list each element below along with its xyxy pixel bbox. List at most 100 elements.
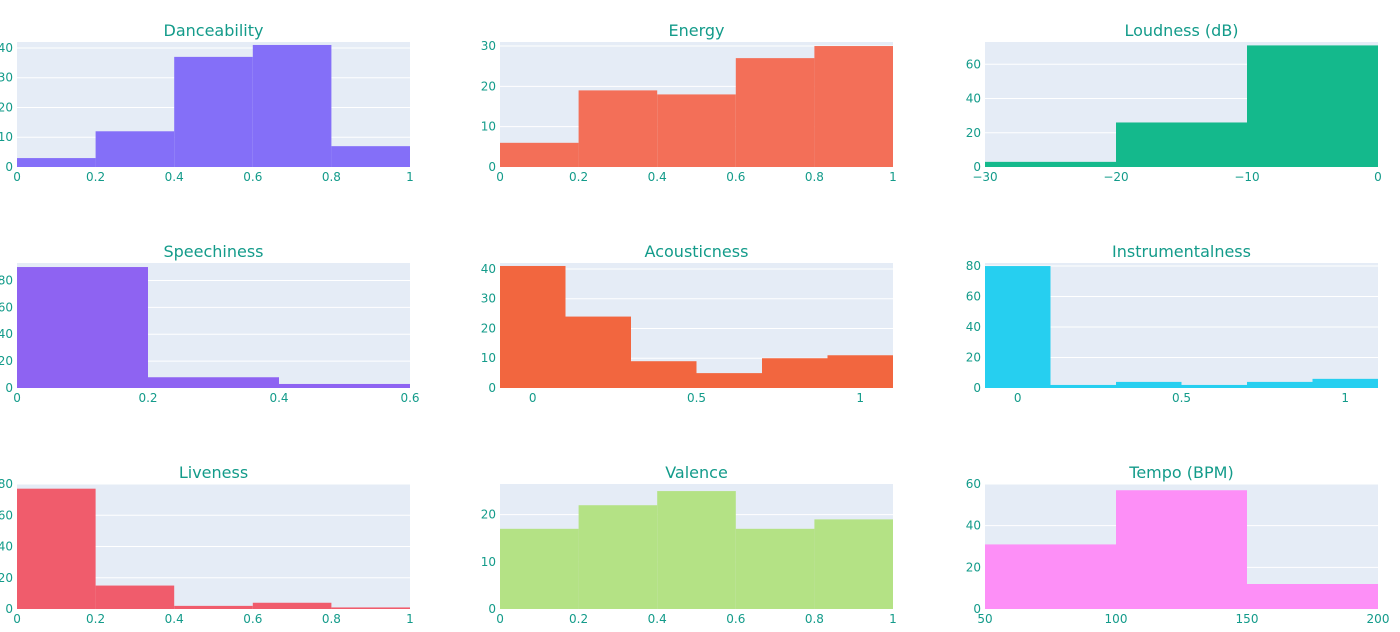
- x-tick-label: 0: [13, 170, 21, 184]
- x-tick-label: 0.8: [805, 170, 824, 184]
- y-tick-label: 60: [0, 508, 13, 522]
- histogram-bar: [174, 605, 253, 609]
- y-tick-label: 30: [481, 292, 496, 306]
- x-tick-label: 0.2: [86, 170, 105, 184]
- x-tick-label: 1: [856, 391, 864, 405]
- y-tick-label: 10: [0, 130, 13, 144]
- histogram-bar: [331, 607, 410, 609]
- y-tick-label: 40: [966, 320, 981, 334]
- x-tick-label: 0.4: [269, 391, 288, 405]
- y-tick-label: 20: [481, 321, 496, 335]
- chart-title: Instrumentalness: [1112, 242, 1251, 261]
- histogram-bar: [657, 94, 736, 167]
- y-tick-label: 40: [966, 92, 981, 106]
- chart-title: Valence: [665, 463, 728, 482]
- histogram-valence: Valence 0 10 20 0 0.2 0.4 0.6 0.8 1: [481, 463, 897, 626]
- x-tick-label: 0: [529, 391, 537, 405]
- histogram-bar: [252, 44, 332, 167]
- x-tick-label: 0: [496, 170, 504, 184]
- x-tick-label: 0: [13, 612, 21, 626]
- y-tick-label: 40: [966, 519, 981, 533]
- y-tick-label: 30: [481, 39, 496, 53]
- x-tick-label: 0.5: [1172, 391, 1191, 405]
- histogram-bar: [95, 585, 175, 609]
- histogram-danceability: Danceability 0 10 20 30 40 0 0.2 0.4 0.6 0.8 1: [0, 21, 414, 184]
- histogram-loudness-db: Loudness (dB) 0 20 40 60 −30 −20 −10 0: [966, 21, 1382, 184]
- y-tick-label: 80: [966, 259, 981, 273]
- histogram-bar: [148, 377, 279, 388]
- y-tick-label: 10: [481, 351, 496, 365]
- histogram-tempo-bpm: Tempo (BPM) 0 20 40 60 50 100 150 200: [966, 463, 1390, 626]
- histogram-bar: [827, 355, 893, 388]
- x-tick-label: 0: [1374, 170, 1382, 184]
- histogram-bar: [696, 373, 762, 388]
- x-tick-label: −10: [1234, 170, 1259, 184]
- x-tick-label: 0.6: [400, 391, 419, 405]
- histogram-bar: [565, 316, 631, 388]
- x-tick-label: 100: [1105, 612, 1128, 626]
- histogram-bar: [500, 265, 566, 388]
- histogram-liveness: Liveness 0 20 40 60 80 0 0.2 0.4 0.6 0.8 1: [0, 463, 414, 626]
- y-tick-label: 80: [0, 273, 13, 287]
- histogram-bar: [1181, 384, 1247, 388]
- y-tick-label: 40: [0, 41, 13, 55]
- x-tick-label: 0: [496, 612, 504, 626]
- y-tick-label: 0: [488, 602, 496, 616]
- y-tick-label: 0: [488, 160, 496, 174]
- chart-title: Acousticness: [645, 242, 749, 261]
- x-tick-label: 0: [1014, 391, 1022, 405]
- histogram-bar: [814, 519, 893, 609]
- x-tick-label: 1: [889, 170, 897, 184]
- histogram-bar: [500, 142, 579, 167]
- histogram-acousticness: Acousticness 0 10 20 30 40 0 0.5 1: [481, 242, 893, 405]
- chart-title: Danceability: [164, 21, 264, 40]
- x-tick-label: 0.8: [322, 612, 341, 626]
- histogram-bar: [1247, 45, 1378, 168]
- y-tick-label: 60: [966, 57, 981, 71]
- y-tick-label: 60: [966, 290, 981, 304]
- histogram-bar: [814, 46, 893, 167]
- histogram-bar: [252, 602, 332, 609]
- y-tick-label: 20: [966, 126, 981, 140]
- x-tick-label: 50: [977, 612, 992, 626]
- histogram-energy: Energy 0 10 20 30 0 0.2 0.4 0.6 0.8 1: [481, 21, 897, 184]
- y-tick-label: 0: [5, 160, 13, 174]
- x-tick-label: 1: [406, 170, 414, 184]
- chart-title: Liveness: [179, 463, 248, 482]
- x-tick-label: 1: [889, 612, 897, 626]
- x-tick-label: 150: [1236, 612, 1259, 626]
- y-tick-label: 0: [5, 381, 13, 395]
- histogram-bar: [331, 146, 410, 167]
- y-tick-label: 20: [966, 560, 981, 574]
- histogram-bar: [1116, 122, 1247, 167]
- histogram-bar: [985, 161, 1116, 167]
- y-tick-label: 0: [488, 381, 496, 395]
- x-tick-label: 0.6: [243, 612, 262, 626]
- chart-title: Energy: [668, 21, 724, 40]
- x-tick-label: 0.6: [726, 612, 745, 626]
- chart-title: Speechiness: [163, 242, 263, 261]
- histogram-bar: [985, 266, 1051, 388]
- y-tick-label: 0: [5, 602, 13, 616]
- histogram-bar: [1312, 378, 1378, 388]
- y-tick-label: 40: [0, 327, 13, 341]
- y-tick-label: 10: [481, 120, 496, 134]
- x-tick-label: 0.6: [726, 170, 745, 184]
- histogram-bar: [578, 90, 658, 167]
- x-tick-label: −30: [972, 170, 997, 184]
- histogram-bar: [17, 267, 148, 388]
- x-tick-label: 1: [406, 612, 414, 626]
- histogram-bar: [500, 528, 579, 609]
- x-tick-label: 0.4: [648, 612, 667, 626]
- x-tick-label: 0.2: [569, 612, 588, 626]
- y-tick-label: 30: [0, 71, 13, 85]
- x-tick-label: −20: [1103, 170, 1128, 184]
- x-tick-label: 0.2: [569, 170, 588, 184]
- x-tick-label: 1: [1341, 391, 1349, 405]
- x-tick-label: 0.4: [165, 612, 184, 626]
- histogram-bar: [1247, 381, 1313, 388]
- y-tick-label: 60: [0, 300, 13, 314]
- y-tick-label: 0: [973, 381, 981, 395]
- histogram-bar: [657, 491, 736, 609]
- y-tick-label: 20: [0, 100, 13, 114]
